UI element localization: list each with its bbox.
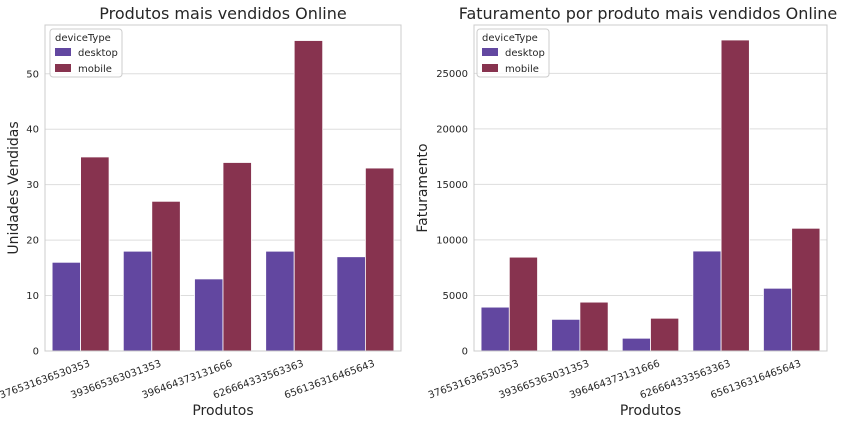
legend-swatch-mobile: [55, 64, 71, 72]
chart-title: Produtos mais vendidos Online: [99, 4, 346, 23]
bar-desktop-2: [621, 337, 651, 352]
bar-mobile-0: [508, 256, 538, 352]
y-tick-label: 10000: [436, 235, 468, 246]
y-tick-label: 25000: [436, 69, 468, 80]
bar-mobile-4: [791, 227, 821, 352]
legend-label-desktop: desktop: [505, 48, 545, 59]
plot-frame: [473, 24, 828, 352]
bar-desktop-1: [122, 250, 153, 352]
x-axis-label: Produtos: [192, 403, 253, 419]
plot-frame: [44, 24, 402, 352]
bar-desktop-4: [336, 256, 366, 352]
legend-swatch-desktop: [482, 48, 498, 56]
legend-swatch-desktop: [55, 48, 71, 56]
y-tick-label: 0: [462, 347, 468, 358]
legend-swatch-mobile: [482, 64, 498, 72]
bar-mobile-3: [293, 40, 324, 352]
y-tick-label: 10: [26, 291, 39, 302]
bar-desktop-3: [692, 250, 722, 352]
bar-desktop-1: [551, 318, 581, 352]
legend: deviceType desktop mobile: [476, 28, 550, 78]
legend-label-mobile: mobile: [505, 64, 539, 75]
y-tick-label: 5000: [443, 291, 468, 302]
legend-label-mobile: mobile: [78, 64, 112, 75]
legend-label-desktop: desktop: [78, 48, 118, 59]
legend-title: deviceType: [55, 33, 111, 44]
y-tick-label: 0: [33, 347, 39, 358]
bar-mobile-2: [650, 317, 680, 352]
chart-units-sold: 0102030405037653163653035339366536303135…: [0, 4, 402, 419]
y-tick-label: 20: [26, 236, 39, 247]
bar-mobile-3: [720, 39, 750, 352]
y-tick-label: 40: [26, 125, 39, 136]
bar-desktop-0: [480, 306, 510, 352]
y-axis-label: Faturamento: [415, 143, 431, 232]
legend-title: deviceType: [482, 33, 538, 44]
y-tick-label: 20000: [436, 124, 468, 135]
y-tick-label: 50: [26, 69, 39, 80]
legend: deviceType desktop mobile: [49, 28, 123, 78]
bar-mobile-4: [364, 167, 395, 352]
bar-desktop-0: [51, 261, 81, 352]
chart-revenue: 0500010000150002000025000376531636530353…: [415, 4, 837, 419]
bar-mobile-1: [579, 301, 609, 352]
bar-desktop-2: [194, 278, 224, 352]
y-tick-label: 30: [26, 180, 39, 191]
bar-desktop-3: [265, 250, 295, 352]
bar-mobile-2: [222, 162, 252, 352]
y-axis-label: Unidades Vendidas: [6, 121, 22, 254]
bar-desktop-4: [763, 287, 793, 352]
bar-mobile-1: [151, 200, 181, 352]
bar-mobile-0: [80, 156, 110, 352]
chart-title: Faturamento por produto mais vendidos On…: [459, 4, 838, 23]
x-axis-label: Produtos: [620, 403, 681, 419]
y-tick-label: 15000: [436, 180, 468, 191]
